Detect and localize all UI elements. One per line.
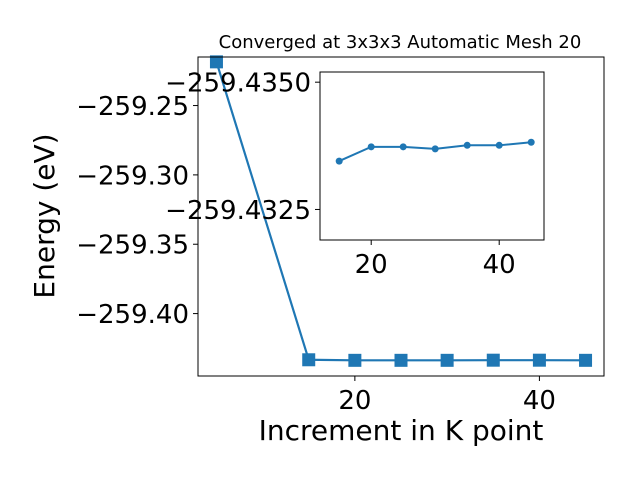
main-series — [209, 55, 593, 367]
data-point — [367, 143, 375, 151]
data-point — [495, 141, 503, 149]
x-tick-label: 20 — [355, 250, 388, 280]
inset-ticks: 20 40 −259.4350 −259.4325 — [165, 69, 516, 280]
x-tick-label: 40 — [483, 250, 516, 280]
main-ticks: 20 40 −259.25 −259.30 −259.35 −259.40 — [76, 92, 556, 416]
y-tick-label: −259.4325 — [165, 196, 311, 226]
y-axis-label: Energy (eV) — [28, 133, 61, 298]
main-plot-frame — [197, 56, 605, 377]
x-tick-label: 40 — [523, 386, 556, 416]
data-point — [335, 157, 343, 165]
y-tick-label: −259.35 — [76, 231, 189, 261]
data-point — [431, 145, 439, 153]
data-point — [394, 353, 408, 367]
data-point — [532, 353, 546, 367]
data-point — [348, 353, 362, 367]
data-point — [440, 353, 454, 367]
y-tick-label: −259.30 — [76, 161, 189, 191]
y-tick-label: −259.40 — [76, 300, 189, 330]
chart-title: Converged at 3x3x3 Automatic Mesh 20 — [219, 32, 582, 53]
x-tick-label: 20 — [338, 386, 371, 416]
data-point — [399, 143, 407, 151]
x-axis-label: Increment in K point — [259, 414, 544, 447]
inset-plot-frame — [319, 71, 545, 241]
inset-series — [335, 138, 535, 165]
data-point — [527, 138, 535, 146]
data-point — [579, 353, 593, 367]
data-point — [302, 353, 316, 367]
inset-chart: 20 40 −259.4350 −259.4325 — [165, 69, 545, 280]
data-point — [486, 353, 500, 367]
inset-background — [320, 72, 544, 240]
main-chart: Converged at 3x3x3 Automatic Mesh 20 20 4… — [28, 32, 605, 447]
data-point — [209, 55, 223, 69]
data-point — [463, 141, 471, 149]
y-tick-label: −259.4350 — [165, 69, 311, 99]
series-line — [215, 61, 586, 362]
y-tick-label: −259.25 — [76, 92, 189, 122]
